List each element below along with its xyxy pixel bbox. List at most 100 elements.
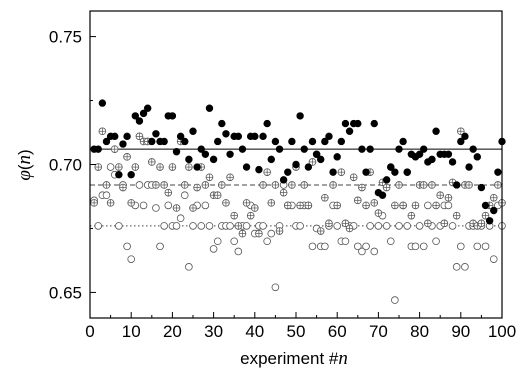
point-open — [259, 222, 267, 230]
point-open — [263, 237, 271, 246]
point-crossed — [115, 163, 123, 171]
point-open — [102, 191, 111, 200]
point-filled — [160, 137, 168, 146]
x-tick-label: 0 — [85, 322, 94, 341]
point-crossed — [362, 201, 370, 210]
point-open — [139, 201, 148, 210]
point-open — [160, 222, 168, 230]
point-open — [205, 222, 214, 230]
y-tick-label: 0.75 — [49, 28, 82, 47]
point-crossed — [283, 201, 292, 210]
point-filled — [234, 132, 243, 141]
point-filled — [255, 165, 263, 174]
point-crossed — [201, 181, 210, 189]
point-open — [448, 222, 457, 230]
point-filled — [222, 130, 230, 138]
point-filled — [123, 132, 131, 141]
point-crossed — [465, 181, 473, 189]
point-open — [197, 222, 206, 230]
point-crossed — [238, 229, 247, 238]
point-open — [271, 283, 280, 292]
point-open — [172, 222, 181, 230]
point-crossed — [411, 201, 420, 210]
point-filled — [494, 168, 502, 176]
point-crossed — [213, 191, 222, 200]
point-filled — [205, 104, 214, 112]
point-open — [432, 237, 440, 246]
point-open — [370, 247, 379, 256]
point-filled — [345, 127, 354, 135]
point-open — [374, 222, 383, 230]
point-open — [333, 222, 342, 230]
point-crossed — [341, 219, 350, 228]
point-open — [395, 222, 403, 230]
point-filled — [201, 150, 210, 158]
point-open — [152, 204, 160, 212]
point-crossed — [230, 211, 239, 220]
point-filled — [275, 145, 284, 153]
point-filled — [485, 217, 494, 225]
point-crossed — [226, 173, 234, 182]
x-tick-label: 60 — [328, 322, 347, 341]
point-filled — [473, 153, 481, 161]
point-crossed — [300, 181, 309, 189]
x-tick-label: 100 — [488, 322, 516, 341]
point-crossed — [205, 173, 214, 182]
point-crossed — [308, 158, 317, 166]
point-crossed — [255, 229, 263, 238]
point-crossed — [180, 181, 189, 189]
point-open — [341, 237, 350, 246]
point-filled — [251, 132, 259, 141]
point-open — [411, 242, 420, 251]
point-open — [481, 242, 490, 251]
point-open — [415, 222, 424, 230]
point-crossed — [148, 158, 156, 166]
point-open — [106, 163, 115, 171]
point-filled — [366, 145, 374, 153]
point-crossed — [399, 201, 407, 210]
point-filled — [391, 168, 399, 176]
point-filled — [214, 137, 222, 146]
point-filled — [172, 148, 181, 156]
point-filled — [325, 132, 333, 141]
point-crossed — [407, 211, 416, 220]
point-filled — [461, 132, 469, 141]
point-filled — [481, 201, 490, 210]
point-open — [213, 237, 222, 246]
point-filled — [98, 99, 107, 107]
point-crossed — [189, 204, 197, 212]
point-crossed — [456, 127, 465, 136]
point-crossed — [325, 219, 333, 228]
point-crossed — [444, 193, 453, 202]
point-crossed — [494, 181, 502, 189]
point-filled — [321, 137, 329, 146]
point-filled — [465, 163, 473, 171]
point-open — [321, 242, 329, 251]
point-open — [403, 222, 412, 230]
point-filled — [469, 145, 477, 153]
point-open — [424, 201, 432, 210]
point-crossed — [296, 201, 304, 210]
point-crossed — [98, 127, 107, 136]
point-filled — [143, 104, 152, 112]
point-crossed — [432, 201, 440, 210]
point-crossed — [185, 163, 193, 171]
point-open — [452, 263, 461, 271]
data-points — [90, 99, 506, 304]
point-filled — [193, 163, 201, 171]
point-filled — [317, 155, 325, 164]
point-open — [242, 222, 251, 230]
point-open — [419, 242, 428, 251]
point-open — [382, 222, 391, 230]
point-filled — [284, 168, 292, 176]
point-filled — [115, 171, 123, 179]
point-crossed — [164, 188, 173, 197]
point-crossed — [469, 219, 477, 228]
point-open — [386, 237, 395, 246]
point-crossed — [391, 201, 399, 210]
point-crossed — [267, 199, 276, 207]
y-tick-label: 0.65 — [49, 283, 82, 302]
point-crossed — [135, 132, 144, 141]
point-crossed — [259, 181, 267, 189]
point-filled — [382, 176, 391, 184]
